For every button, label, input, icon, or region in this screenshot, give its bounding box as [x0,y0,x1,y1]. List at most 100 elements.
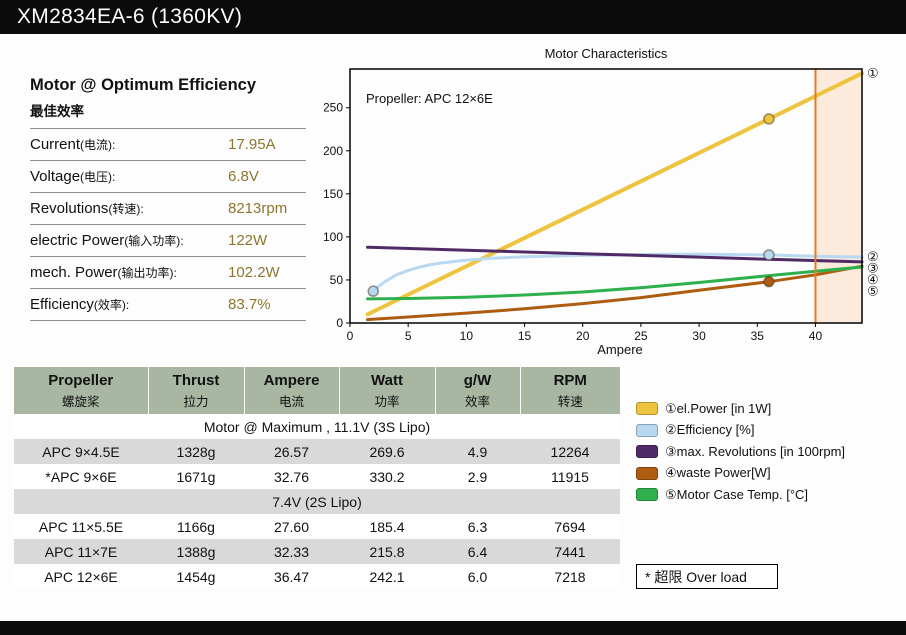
table-row: APC 11×5.5E 1166g 27.60 185.4 6.3 7694 [14,514,620,539]
section-row: Motor @ Maximum , 11.1V (3S Lipo) [14,414,620,439]
x-tick-label: 10 [460,329,474,343]
x-tick-label: 5 [405,329,412,343]
section-row: 7.4V (2S Lipo) [14,489,620,514]
x-tick-label: 20 [576,329,590,343]
table-cell: 1454g [176,568,216,585]
legend-label: ③max. Revolutions [in 100rpm] [665,443,846,459]
table-cell: 269.6 [369,443,405,460]
table-cell: 330.2 [369,468,405,485]
chart-canvas: 0 5 10 15 20 25 30 35 40 0 50 100 150 200 250 Ampere Pro… [324,65,879,357]
legend-label: ①el.Power [in 1W] [665,400,772,416]
optimum-spec-list: Current(电流): 17.95A Voltage(电压): 6.8V Revolu… [30,128,306,321]
y-tick-label: 250 [324,101,343,115]
table-cell: 6.3 [467,518,488,535]
x-tick-label: 0 [347,329,354,343]
chart-legend: ①el.Power [in 1W] ②Efficiency [%] ③max. Re… [636,398,845,506]
table-row: APC 11×7E 1388g 32.33 215.8 6.4 7441 [14,539,620,564]
column-header: RPM 转速 [520,367,620,414]
y-tick-label: 0 [336,316,343,330]
table-cell: 242.1 [369,568,405,585]
legend-label: ②Efficiency [%] [665,422,755,438]
table-cell: 11915 [551,468,589,485]
table-cell: 6.0 [467,568,488,585]
table-cell: 1388g [176,543,216,560]
table-cell: 4.9 [467,443,488,460]
legend-item: ②Efficiency [%] [636,420,845,442]
series-end-glyph: ② [867,249,879,264]
table-row: APC 9×4.5E 1328g 26.57 269.6 4.9 12264 [14,439,620,464]
table-cell: 1671g [176,468,216,485]
spec-label: Voltage(电压): [30,167,116,185]
optimum-heading: Motor @ Optimum Efficiency [30,76,257,94]
chart-title: Motor Characteristics [544,46,668,61]
y-tick-label: 150 [324,187,343,201]
spec-label: electric Power(输入功率): [30,231,184,249]
x-tick-label: 25 [634,329,648,343]
legend-label: ⑤Motor Case Temp. [°C] [665,486,809,502]
spec-row: Voltage(电压): 6.8V [30,161,306,193]
spec-label: mech. Power(输出功率): [30,263,177,281]
table-cell: 26.57 [273,443,310,460]
optimum-heading-zh: 最佳效率 [30,104,84,119]
table-cell: APC 11×5.5E [38,518,124,535]
data-marker [367,285,380,297]
x-tick-label: 40 [809,329,823,343]
spec-label: Revolutions(转速): [30,199,144,217]
series-end-glyph: ① [867,65,879,80]
series-line [368,252,864,297]
overload-note-text: * 超限 Over load [645,568,747,585]
legend-swatch [636,423,658,437]
series-end-glyph: ⑤ [867,284,879,299]
spec-value: 8213rpm [228,200,288,217]
legend-swatch [636,466,658,480]
table-cell: APC 11×7E [44,543,118,560]
optimum-efficiency-panel: Motor @ Optimum Efficiency 最佳效率 Current(… [30,76,306,321]
section-label: 7.4V (2S Lipo) [272,493,362,510]
spec-value: 83.7% [228,296,271,313]
table-row: *APC 9×6E 1671g 32.76 330.2 2.9 11915 [14,464,620,489]
spec-value: 122W [228,232,268,249]
spec-value: 6.8V [228,168,259,185]
table-cell: 32.76 [273,468,310,485]
table-row: APC 12×6E 1454g 36.47 242.1 6.0 7218 [14,564,620,589]
footer-bar [0,621,906,635]
column-header: Ampere 电流 [244,367,340,414]
series-end-glyph: ④ [867,272,879,287]
table-cell: 215.8 [369,543,405,560]
propeller-data-table: Propeller 螺旋桨 Thrust 拉力 Ampere 电流 Watt 功率 g/W 效率 R… [14,367,620,589]
table-cell: 1166g [177,518,215,535]
series-line [366,264,864,322]
table-cell: 7441 [554,543,586,560]
overload-zone [815,69,862,323]
y-tick-label: 200 [324,144,343,158]
table-cell: 36.47 [273,568,310,585]
data-marker [763,113,775,125]
legend-swatch [636,488,658,502]
table-cell: 27.60 [273,518,310,535]
x-tick-label: 30 [692,329,706,343]
y-tick-label: 100 [324,230,343,244]
column-header: g/W 效率 [435,367,521,414]
series-end-glyph: ③ [867,261,879,276]
plot-frame [349,68,863,324]
table-cell: 7694 [554,518,586,535]
spec-row: Efficiency(效率): 83.7% [30,289,306,321]
page-title: XM2834EA-6 (1360KV) [17,5,243,28]
x-tick-label: 15 [518,329,532,343]
motor-characteristics-chart: Motor Characteristics 0 5 10 15 20 25 30 35 40 0 5… [324,46,884,364]
spec-value: 17.95A [228,136,276,153]
column-header: Thrust 拉力 [148,367,245,414]
section-label: Motor @ Maximum , 11.1V (3S Lipo) [203,418,431,435]
table-cell: APC 12×6E [44,568,118,585]
table-cell: APC 9×4.5E [42,443,120,460]
title-bar: XM2834EA-6 (1360KV) [0,0,906,34]
y-tick-label: 50 [330,273,344,287]
table-cell: 1328g [176,443,216,460]
table-cell: 6.4 [467,543,488,560]
table-header-row: Propeller 螺旋桨 Thrust 拉力 Ampere 电流 Watt 功率 g/W 效率 R… [14,367,620,414]
x-tick-label: 35 [751,329,765,343]
spec-row: electric Power(输入功率): 122W [30,225,306,257]
overload-note-box: * 超限 Over load [636,564,778,589]
table-cell: 2.9 [467,468,488,485]
data-marker [763,249,775,261]
